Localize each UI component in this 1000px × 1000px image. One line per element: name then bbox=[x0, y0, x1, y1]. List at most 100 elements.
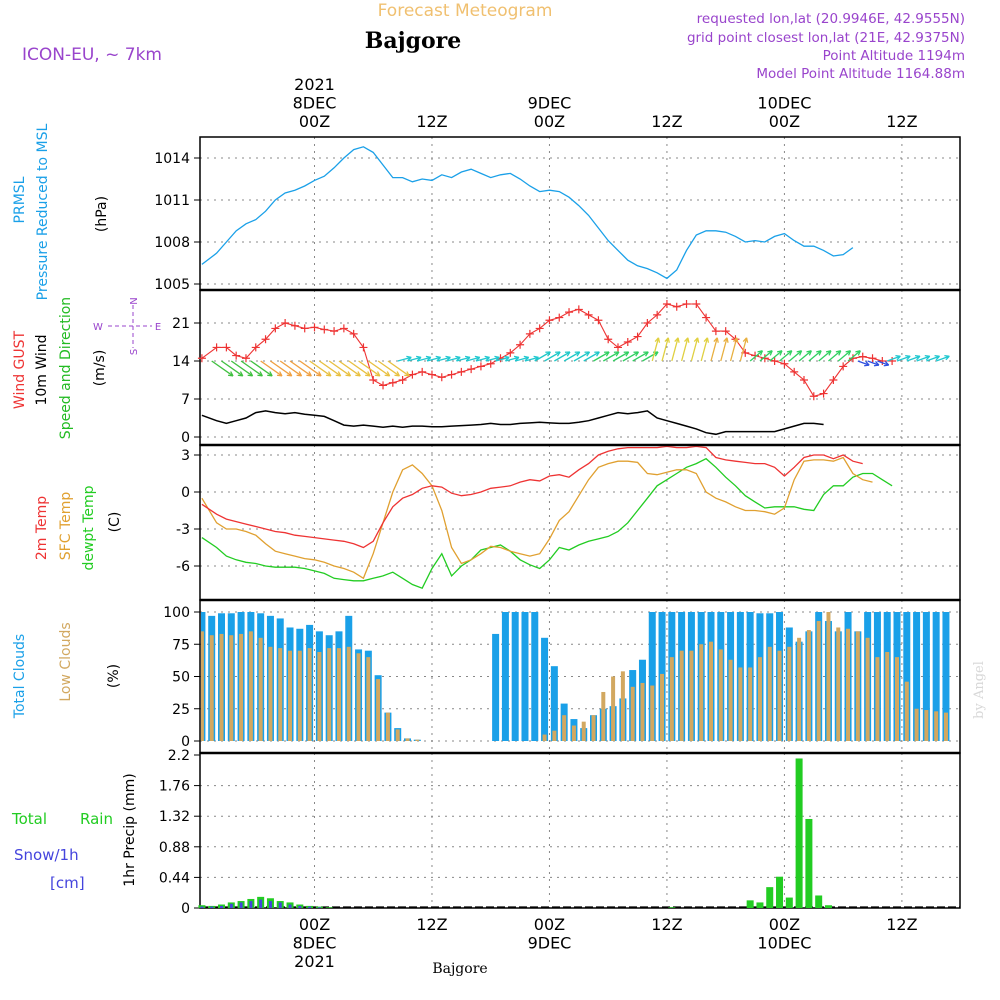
total-cloud-bar bbox=[942, 612, 950, 741]
low-cloud-bar bbox=[611, 676, 616, 741]
y-tick-label: 14 bbox=[172, 354, 190, 370]
wind-arrow-head bbox=[584, 351, 591, 357]
wind-arrow-head bbox=[796, 350, 803, 356]
footer-location: Bajgore bbox=[432, 961, 487, 977]
snow-label: Snow/1h bbox=[14, 846, 79, 864]
chart-title: Forecast Meteogram bbox=[378, 1, 553, 21]
low-cloud-bar bbox=[895, 657, 900, 741]
wind-direction-arrow bbox=[632, 351, 649, 362]
bottom-axis-label: 12Z bbox=[886, 915, 917, 934]
gust-marker bbox=[212, 343, 221, 352]
clouds-panel: Total Clouds Low Clouds (%) 0 25 50 75 100 bbox=[12, 599, 961, 754]
low-cloud-bar bbox=[679, 650, 684, 741]
gust-marker bbox=[878, 357, 887, 365]
pressure-label-2: Pressure Reduced to MSL bbox=[35, 123, 51, 300]
wind-direction-arrow bbox=[857, 360, 870, 366]
gust-marker bbox=[545, 316, 554, 325]
wind-direction-arrow bbox=[671, 337, 679, 362]
low-cloud-bar bbox=[356, 653, 361, 741]
top-axis-label: 10DEC bbox=[757, 94, 811, 113]
gust-marker bbox=[692, 300, 701, 308]
low-cloud-bar bbox=[229, 635, 234, 741]
location-name: Bajgore bbox=[365, 28, 461, 54]
wind-direction-arrow bbox=[270, 360, 293, 377]
low-cloud-bar bbox=[738, 667, 743, 741]
y-tick-label: 1011 bbox=[154, 193, 190, 209]
info-gridpoint: grid point closest lon,lat (21E, 42.9375… bbox=[687, 30, 965, 46]
wind-arrow-head bbox=[633, 351, 640, 357]
rain-bar bbox=[668, 907, 676, 908]
gust-marker bbox=[476, 362, 485, 371]
rain-bar bbox=[766, 887, 774, 908]
wind-arrow-head bbox=[855, 350, 861, 356]
compass-east: E bbox=[155, 322, 161, 333]
wind-arrow-head bbox=[604, 351, 610, 357]
low-cloud-bar bbox=[620, 671, 625, 741]
gust-marker bbox=[584, 310, 593, 319]
low-cloud-bar bbox=[376, 679, 381, 741]
rain-bar bbox=[756, 902, 764, 908]
low-cloud-bar bbox=[630, 686, 635, 741]
top-axis-label: 00Z bbox=[299, 112, 330, 131]
wind-direction-arrow bbox=[377, 360, 400, 377]
snow-unit: [cm] bbox=[50, 874, 85, 892]
gust-marker bbox=[839, 362, 848, 371]
wind-direction-arrow bbox=[847, 350, 861, 362]
wind-direction-arrow bbox=[896, 355, 911, 362]
wind-direction-arrow bbox=[808, 350, 822, 362]
wind-arrow-head bbox=[316, 371, 322, 377]
low-cloud-bar bbox=[552, 730, 557, 741]
gust-marker bbox=[349, 329, 358, 338]
snow-bar bbox=[317, 907, 321, 908]
gust-marker bbox=[565, 308, 574, 317]
y-tick-label: 100 bbox=[163, 605, 190, 621]
wind-arrow-head bbox=[227, 371, 234, 377]
low-cloud-bar bbox=[209, 635, 214, 741]
wind-direction-arrow bbox=[475, 356, 490, 362]
wind-arrow-head bbox=[555, 351, 561, 357]
bottom-axis-label: 2021 bbox=[294, 952, 335, 971]
top-axis-label: 12Z bbox=[416, 112, 447, 131]
wind-direction-arrow bbox=[348, 360, 371, 377]
total-cloud-bar bbox=[541, 637, 549, 741]
gust-marker bbox=[290, 321, 299, 330]
low-cloud-bar bbox=[787, 646, 792, 741]
gust-marker bbox=[310, 323, 319, 332]
wind-arrow-head bbox=[944, 354, 950, 361]
snow-bar bbox=[298, 905, 302, 908]
wind-direction-arrow bbox=[446, 356, 461, 362]
wind-arrow-head bbox=[914, 354, 921, 361]
wind-direction-arrow bbox=[387, 360, 410, 377]
gust-label: Wind GUST bbox=[12, 330, 28, 409]
wind-arrow-head bbox=[742, 337, 749, 343]
wind-direction-arrow bbox=[886, 355, 901, 362]
y-tick-label: 0 bbox=[181, 430, 190, 446]
wind-arrow-head bbox=[355, 371, 361, 377]
wind-direction-arrow bbox=[926, 355, 940, 362]
snow-bar bbox=[288, 904, 292, 908]
wind-direction-arrow bbox=[710, 337, 718, 362]
y-tick-label: -6 bbox=[176, 559, 190, 575]
wind-arrow-head bbox=[693, 337, 700, 343]
wind-direction-arrow bbox=[299, 360, 322, 377]
y-tick-label: 1.76 bbox=[159, 779, 190, 795]
low-cloud-bar bbox=[885, 651, 890, 741]
wind-arrow-head bbox=[757, 350, 764, 356]
low-clouds-label: Low Clouds bbox=[58, 622, 74, 701]
y-tick-label: 0.88 bbox=[159, 840, 190, 856]
pressure-label-1: PRMSL bbox=[12, 176, 28, 223]
wind-arrow-head bbox=[905, 354, 911, 361]
gust-marker bbox=[613, 343, 622, 352]
low-cloud-bar bbox=[660, 673, 665, 741]
gust-marker bbox=[633, 332, 642, 341]
gust-marker bbox=[408, 370, 417, 379]
bottom-axis-label: 12Z bbox=[651, 915, 682, 934]
y-tick-label: 1008 bbox=[154, 235, 190, 251]
snow-bar bbox=[308, 906, 312, 908]
gust-marker bbox=[555, 313, 564, 322]
temp-unit: (C) bbox=[107, 512, 123, 533]
low-cloud-bar bbox=[914, 708, 919, 741]
wind-speed-line bbox=[201, 410, 824, 436]
